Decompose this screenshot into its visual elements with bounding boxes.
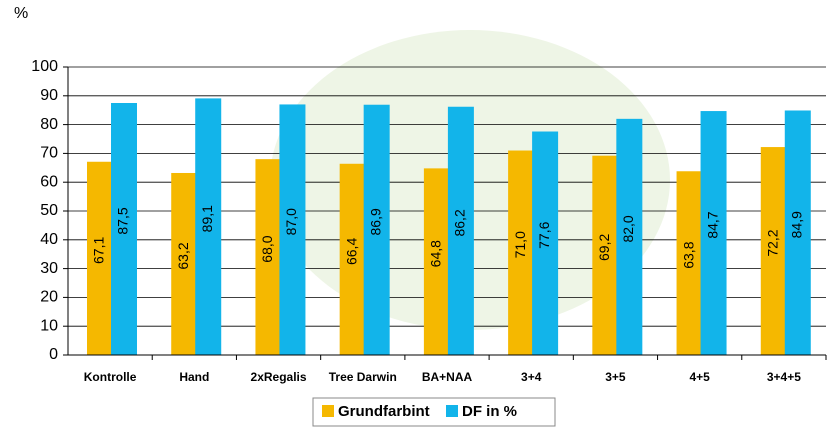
value-label: 69,2 [596,234,612,261]
y-tick-label: 50 [40,202,58,219]
y-tick-label: 80 [40,116,58,133]
legend-swatch [446,405,458,417]
chart: % 0 10 20 30 40 50 60 70 80 90 100 Kontrolle 67,1 87,… [0,0,831,432]
x-tick-label: Hand [179,370,209,384]
x-tick-label: 3+4+5 [767,370,801,384]
y-tick-label: 0 [49,346,58,363]
x-tick-label: Tree Darwin [329,370,397,384]
y-tick-label: 90 [40,87,58,104]
x-tick-label: 3+4 [521,370,542,384]
x-tick-label: 4+5 [689,370,710,384]
x-tick-label: BA+NAA [422,370,473,384]
value-label: 71,0 [512,231,528,258]
y-tick-label: 40 [40,231,58,248]
legend-label: Grundfarbint [338,403,430,420]
x-tick-label: 2xRegalis [251,370,307,384]
x-tick-label: 3+5 [605,370,626,384]
x-tick-label: Kontrolle [84,370,137,384]
value-label: 63,2 [175,242,191,269]
value-label: 87,0 [283,208,299,235]
y-tick-label: 60 [40,173,58,190]
value-label: 86,9 [367,208,383,235]
value-label: 64,8 [428,240,444,267]
value-label: 87,5 [115,207,131,234]
legend-swatch [322,405,334,417]
value-label: 72,2 [764,229,780,256]
value-label: 84,9 [788,211,804,238]
y-tick-label: 30 [40,260,58,277]
value-label: 77,6 [536,221,552,248]
y-tick-label: 100 [31,58,58,75]
legend-label: DF in % [462,403,517,420]
value-label: 63,8 [680,241,696,268]
value-label: 82,0 [620,215,636,242]
value-label: 68,0 [259,235,275,262]
value-label: 84,7 [704,211,720,238]
value-label: 89,1 [199,205,215,232]
y-axis-label: % [14,5,28,22]
y-tick-label: 20 [40,289,58,306]
value-label: 66,4 [343,238,359,265]
y-tick-label: 70 [40,145,58,162]
y-tick-label: 10 [40,317,58,334]
value-label: 86,2 [452,209,468,236]
value-label: 67,1 [91,237,107,264]
